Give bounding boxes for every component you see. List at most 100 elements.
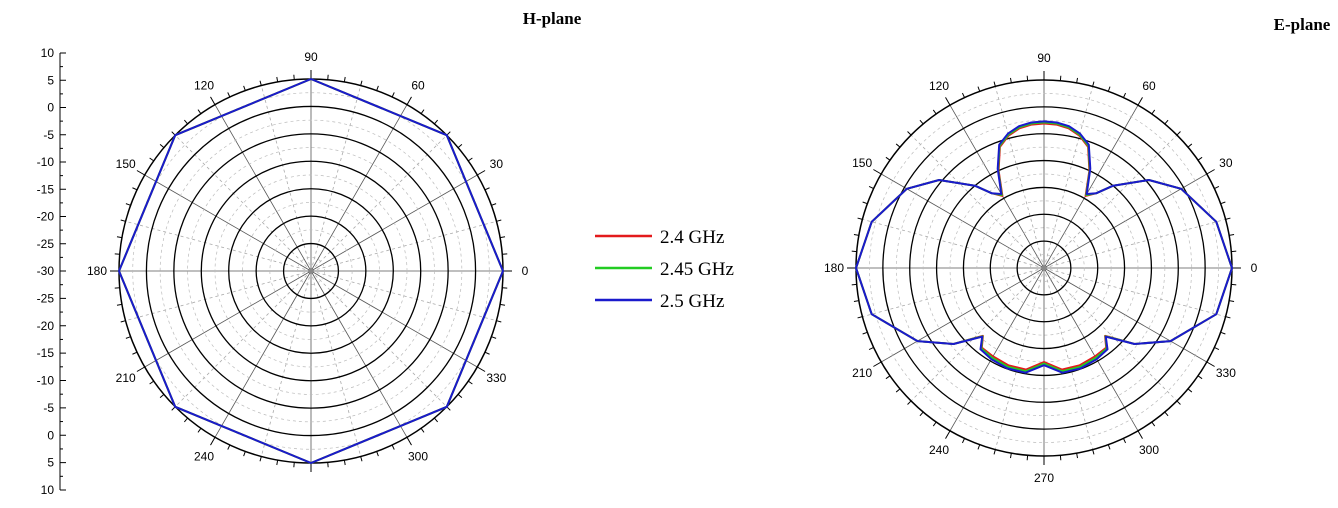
angle-tick xyxy=(132,187,138,191)
angle-label: 330 xyxy=(1216,366,1236,380)
angle-label: 0 xyxy=(1251,261,1258,275)
angle-label: 180 xyxy=(87,264,107,278)
legend-label: 2.45 GHz xyxy=(660,259,734,280)
angle-tick xyxy=(276,459,279,466)
angle-label: 270 xyxy=(1034,471,1054,485)
grid-ring xyxy=(173,133,449,409)
grid-spoke-minor xyxy=(862,267,1045,318)
grid-ring-minor xyxy=(922,146,1166,390)
angle-tick xyxy=(457,394,463,399)
grid-ring-minor xyxy=(1003,227,1085,309)
angle-label: 90 xyxy=(304,50,318,64)
angle-tick xyxy=(499,236,506,239)
angle-tick xyxy=(1076,453,1079,459)
angle-tick xyxy=(276,76,279,83)
angle-tick xyxy=(1187,388,1193,393)
radial-axis-label: 10 xyxy=(41,46,55,60)
angle-tick xyxy=(907,400,912,405)
angle-tick xyxy=(1009,77,1012,83)
radial-axis-label: -15 xyxy=(37,182,55,196)
angle-label: 0 xyxy=(522,264,529,278)
legend-label: 2.5 GHz xyxy=(660,291,724,312)
radial-axis-label: -10 xyxy=(37,374,55,388)
angle-tick xyxy=(496,219,502,222)
angle-tick xyxy=(1151,109,1156,115)
angle-tick xyxy=(343,459,346,466)
grid-ring xyxy=(1016,240,1072,296)
grid-spoke-minor xyxy=(174,134,312,272)
grid-spoke-minor xyxy=(310,220,497,272)
grid-ring xyxy=(200,160,422,382)
angle-label: 300 xyxy=(1139,443,1159,457)
legend: 2.4 GHz 2.45 GHz 2.5 GHz xyxy=(595,227,734,312)
angle-tick xyxy=(1107,86,1111,92)
radial-axis-label: -25 xyxy=(37,237,55,251)
angle-tick xyxy=(857,217,863,220)
center-point xyxy=(1041,265,1047,271)
angle-tick xyxy=(125,336,131,339)
angle-tick xyxy=(907,131,912,136)
angle-tick xyxy=(149,380,155,385)
angle-tick xyxy=(227,444,231,450)
angle-tick xyxy=(477,170,486,176)
grid-spoke-minor xyxy=(1043,267,1226,318)
grid-ring xyxy=(228,188,394,354)
angle-tick xyxy=(120,219,126,222)
angle-tick xyxy=(1225,217,1231,220)
radial-axis-label: 5 xyxy=(47,456,54,470)
angle-tick xyxy=(125,203,131,206)
angle-tick xyxy=(961,92,966,98)
angle-tick xyxy=(420,109,425,115)
grid-spoke xyxy=(1043,104,1139,269)
angle-tick xyxy=(1137,430,1143,439)
angle-tick xyxy=(945,430,951,439)
grid-spoke xyxy=(144,174,312,272)
radial-axis-label: -20 xyxy=(37,319,55,333)
angle-tick xyxy=(136,366,145,372)
angle-tick xyxy=(853,300,859,303)
angle-tick xyxy=(895,388,901,393)
angle-tick xyxy=(406,437,412,446)
angle-tick xyxy=(159,143,165,148)
angle-tick xyxy=(467,380,473,385)
angle-tick xyxy=(491,336,497,339)
angle-tick xyxy=(376,451,379,457)
angle-tick xyxy=(873,169,882,175)
angle-tick xyxy=(1107,444,1111,450)
h-plane-title: H-plane xyxy=(523,9,582,28)
grid-spoke xyxy=(214,104,312,272)
angle-tick xyxy=(467,157,473,162)
grid-ring xyxy=(282,242,340,300)
angle-tick xyxy=(434,417,439,423)
angle-tick xyxy=(1220,201,1226,205)
grid-ring xyxy=(989,213,1099,323)
angle-tick xyxy=(1197,375,1203,380)
grid-ring-minor xyxy=(159,119,463,423)
angle-tick xyxy=(149,157,155,162)
angle-tick xyxy=(484,351,490,355)
angle-tick xyxy=(1206,169,1215,175)
angle-tick xyxy=(434,119,439,125)
grid-ring-minor xyxy=(132,92,490,450)
angle-tick xyxy=(210,437,216,446)
radial-axis-label: 5 xyxy=(47,73,54,87)
angle-tick xyxy=(1151,421,1156,427)
angle-tick xyxy=(183,119,188,125)
radial-axis-label: 10 xyxy=(41,483,55,497)
angle-tick xyxy=(1176,131,1181,136)
angle-tick xyxy=(945,97,951,106)
grid-spoke-minor xyxy=(910,134,1045,269)
grid-ring-minor xyxy=(296,256,326,286)
grid-spoke-minor xyxy=(174,270,312,408)
angle-tick xyxy=(376,85,379,91)
grid-ring xyxy=(145,105,477,437)
angle-tick xyxy=(210,96,216,105)
grid-spoke-minor xyxy=(1043,267,1094,450)
angle-tick xyxy=(932,109,937,115)
series-line-2-5-ghz xyxy=(118,78,504,464)
grid-spoke-minor xyxy=(125,220,312,272)
angle-tick xyxy=(977,444,981,450)
radial-axis-label: -15 xyxy=(37,346,55,360)
angle-tick xyxy=(197,109,202,115)
